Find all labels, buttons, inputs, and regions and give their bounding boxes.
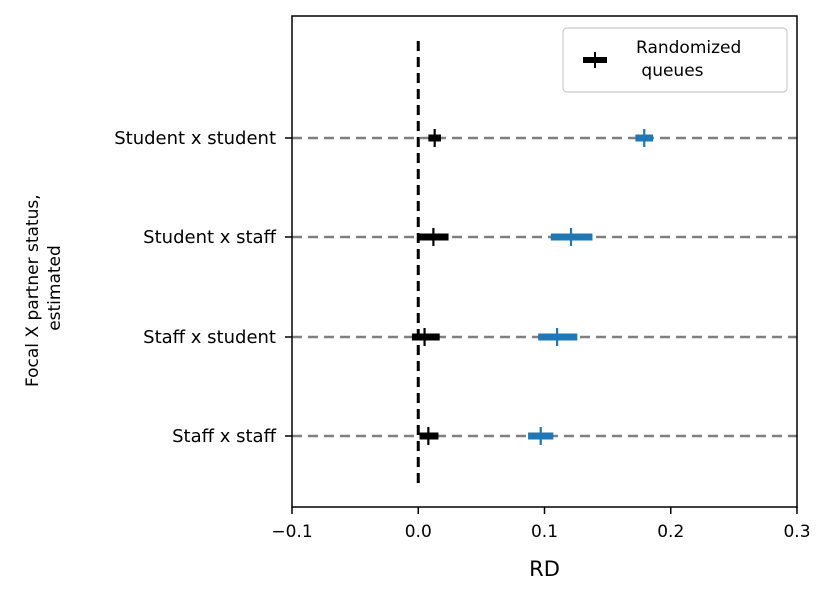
- legend-label-line-2: queues: [636, 61, 704, 81]
- x-tick-label: −0.1: [271, 522, 312, 542]
- estimate-marks: [411, 129, 654, 445]
- category-gridlines: [292, 136, 797, 438]
- x-axis-title: RD: [529, 557, 560, 581]
- x-tick-label: 0.3: [783, 522, 810, 542]
- y-axis-ticks: Student x student Student x staff Staff x …: [114, 128, 292, 447]
- y-axis-title-line-1: Focal X partner status,: [23, 194, 43, 387]
- legend-box: [562, 27, 788, 93]
- y-axis-title-line-2: estimated: [45, 245, 65, 331]
- y-tick-label: Student x student: [114, 128, 276, 149]
- x-tick-label: 0.0: [405, 522, 432, 542]
- x-tick-label: 0.2: [657, 522, 684, 542]
- y-tick-label: Staff x staff: [172, 426, 276, 447]
- legend-label: Randomized queues: [636, 38, 747, 81]
- y-tick-label: Staff x student: [143, 327, 276, 348]
- plot-background: [292, 16, 797, 507]
- y-tick-label: Student x staff: [143, 227, 276, 248]
- x-tick-label: 0.1: [531, 522, 558, 542]
- x-axis-ticks: −0.1 0.0 0.1 0.2 0.3: [271, 507, 811, 542]
- y-axis-title: Focal X partner status, estimated: [23, 189, 65, 387]
- legend: Randomized queues: [562, 27, 788, 93]
- legend-label-line-1: Randomized: [636, 38, 741, 58]
